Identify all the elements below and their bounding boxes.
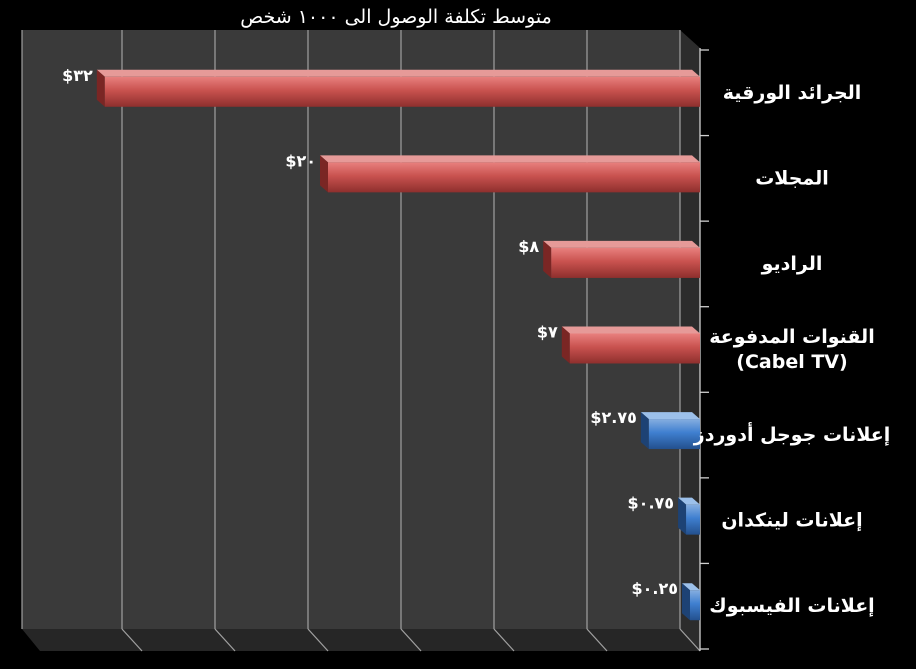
gridline-floor [214,628,236,652]
bar-top [640,412,700,420]
category-label: إعلانات جوجل أدوردز [693,422,890,446]
bar-end [640,412,649,450]
gridlines [21,30,701,652]
bar [543,240,700,278]
category-label: القنوات المدفوعة [709,326,874,348]
bar-top [543,240,700,248]
data-label: $٧ [537,323,558,342]
data-label: $٢٠ [285,151,316,170]
gridline-floor [121,628,143,652]
bar-front [648,419,700,450]
bar [561,326,700,364]
bar-end [561,326,570,364]
bar [682,583,700,621]
bar-end [320,155,328,193]
bar-front [690,590,700,621]
bar-front [686,504,700,535]
gridline-floor [493,628,515,652]
category-label: المجلات [755,167,829,189]
category-labels: الجرائد الورقية المجلات الراديو القنوات الم… [693,82,890,617]
bar-front [551,247,700,278]
category-label: الجرائد الورقية [723,82,862,104]
bar [96,69,701,107]
data-label: $٠.٢٥ [631,579,678,598]
category-label: إعلانات لينكدان [721,510,862,532]
data-label: $٣٢ [62,66,93,85]
category-axis [699,48,709,651]
bar [320,155,700,193]
bar [678,497,700,535]
category-label: إعلانات الفيسبوك [709,595,874,617]
plot-area: $٣٢ $٢٠ $٨ $٧ $٢.٧٥ $٠.٧٥ $٠.٢٥ الجرائد الورقي… [21,30,890,652]
bar-end [96,69,105,107]
bar-top [320,155,700,163]
data-label: $٢.٧٥ [590,408,637,427]
bar-front [569,333,700,364]
category-label: (Cabel TV) [736,351,847,373]
data-label: $٨ [518,237,539,256]
category-label: الراديو [761,253,823,275]
bar [640,412,700,450]
bar-top [96,69,701,77]
bar-end [543,240,552,278]
bar-top [678,497,700,505]
bar-end [682,583,690,621]
bar-front [104,76,701,107]
gridline-floor [307,628,329,652]
gridline-floor [586,628,608,652]
gridline-floor [400,628,422,652]
data-labels: $٣٢ $٢٠ $٨ $٧ $٢.٧٥ $٠.٧٥ $٠.٢٥ [62,66,678,598]
bar-front [328,162,700,193]
bar-top [682,583,700,591]
bar-top [561,326,700,334]
plot-floor [22,629,700,651]
gridline-floor [679,628,701,652]
data-label: $٠.٧٥ [628,494,675,513]
bar-end [678,497,687,535]
bars [96,69,701,621]
chart-title: متوسط تكلفة الوصول الى ١٠٠٠ شخص [240,6,552,28]
